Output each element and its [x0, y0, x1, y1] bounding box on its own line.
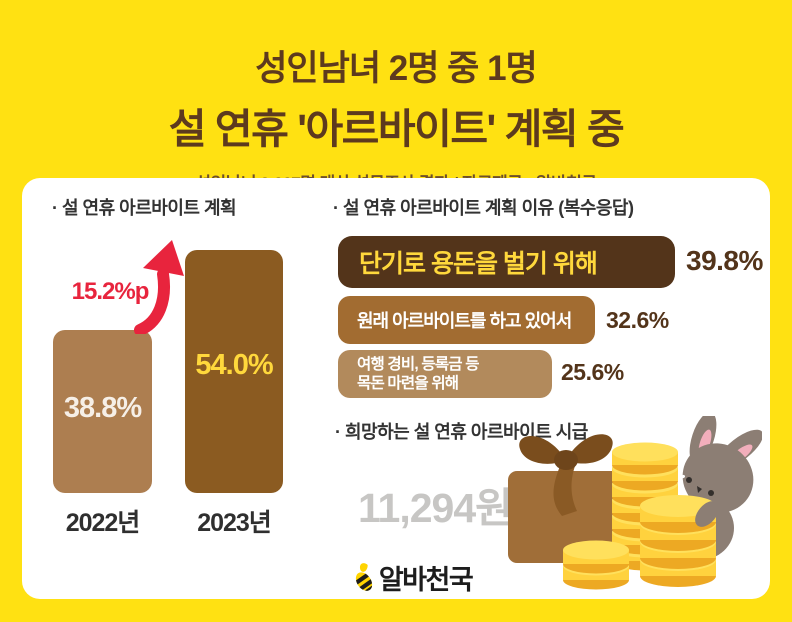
reason-bar-1-value: 39.8%: [686, 245, 763, 276]
content-card: · 설 연휴 아르바이트 계획 38.8% 54.0% 2022년 2023년 …: [22, 178, 770, 599]
gift-bow-knot: [554, 450, 578, 470]
coin-stack-large: [640, 495, 716, 587]
reason-bar-3-value: 25.6%: [561, 359, 624, 385]
reason-bar-2: 원래 아르바이트를 하고 있어서: [338, 296, 595, 344]
gift-body: [508, 471, 626, 563]
bar-2023-label: 2023년: [197, 509, 272, 537]
delta-label: 15.2%p: [71, 278, 150, 305]
gift-bow-right: [566, 434, 613, 464]
reason-bar-1: 단기로 용돈을 벌기 위해: [338, 236, 675, 288]
header-title-line1: 성인남녀 2명 중 1명: [255, 49, 538, 88]
logo-text: 알바천국: [378, 564, 474, 595]
gift-bow-left: [519, 436, 566, 464]
up-arrow-icon: [134, 240, 184, 334]
rabbit-paw: [695, 501, 719, 527]
reason-bar-1-label: 단기로 용돈을 벌기 위해: [359, 250, 598, 278]
header-title-line2: 설 연휴 '아르바이트' 계획 중: [168, 106, 625, 152]
coin-stack-small: [563, 540, 629, 590]
plan-chart-title: · 설 연휴 아르바이트 계획: [52, 198, 237, 218]
gift-ribbon-tail: [553, 466, 577, 516]
bar-2022-label: 2022년: [65, 509, 141, 537]
reason-chart-title: · 설 연휴 아르바이트 계획 이유 (복수응답): [333, 198, 634, 218]
bar-2022: [53, 330, 152, 493]
bar-2023: [185, 250, 283, 493]
reason-bar-2-value: 32.6%: [606, 307, 669, 333]
reason-bar-3-label-line1: 여행 경비, 등록금 등: [357, 355, 480, 373]
reason-bar-3: 여행 경비, 등록금 등 목돈 마련을 위해: [338, 350, 552, 398]
header: 성인남녀 2명 중 1명 설 연휴 '아르바이트' 계획 중 성인남녀 2,66…: [0, 0, 792, 194]
albacheonguk-logo: 알바천국: [317, 560, 507, 595]
bar-2023-value: 54.0%: [195, 349, 273, 381]
bee-icon: [352, 563, 376, 592]
gift-coins-rabbit-illustration: [508, 416, 762, 590]
wage-value: 11,294원: [358, 485, 513, 531]
reason-bar-2-label: 원래 아르바이트를 하고 있어서: [357, 311, 572, 331]
reason-bar-3-label-line2: 목돈 마련을 위해: [357, 375, 459, 392]
bar-2022-value: 38.8%: [63, 392, 142, 424]
wage-title: · 희망하는 설 연휴 아르바이트 시급: [335, 422, 588, 442]
